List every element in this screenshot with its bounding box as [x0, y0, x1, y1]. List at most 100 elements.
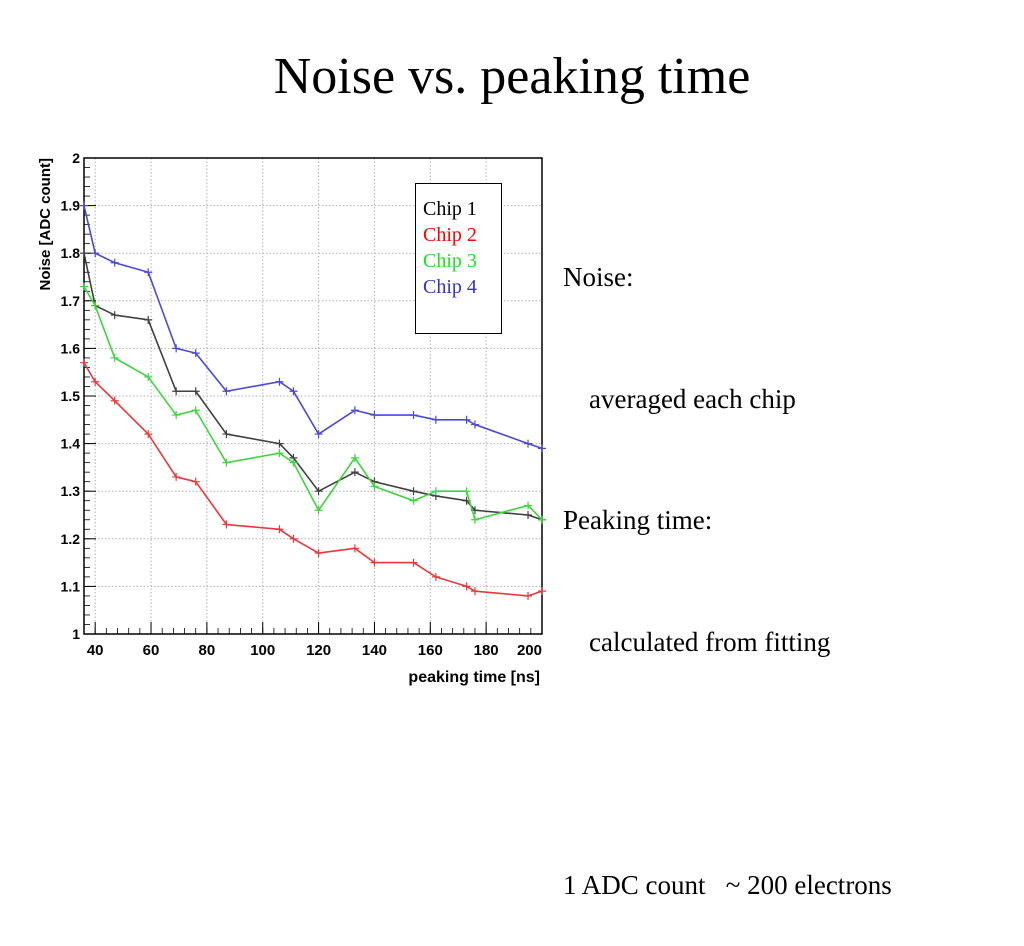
data-point — [370, 482, 379, 491]
data-point — [470, 515, 479, 524]
chart-legend: Chip 1 Chip 2 Chip 3 Chip 4 — [415, 183, 502, 334]
data-point — [222, 458, 231, 467]
series-line — [83, 286, 543, 521]
x-tick-label: 200 — [517, 642, 542, 659]
data-point — [409, 487, 418, 496]
data-point — [80, 201, 88, 210]
legend-entry: Chip 4 — [423, 276, 477, 298]
data-point — [409, 558, 418, 567]
data-point — [524, 439, 533, 448]
data-point — [80, 358, 88, 367]
data-point — [524, 501, 533, 510]
y-tick-label: 1 — [72, 626, 80, 642]
data-point — [538, 515, 546, 524]
data-point — [191, 387, 200, 396]
data-point — [350, 406, 359, 415]
data-point — [524, 511, 533, 519]
series-line — [83, 362, 543, 597]
data-point — [275, 439, 284, 448]
legend-entry: Chip 2 — [423, 224, 477, 246]
series-chip-4 — [80, 201, 546, 453]
y-tick-label: 2 — [72, 150, 80, 166]
y-tick-label: 1.2 — [61, 531, 81, 547]
data-point — [191, 349, 200, 358]
y-tick-label: 1.3 — [61, 483, 81, 499]
data-point — [350, 453, 359, 462]
y-tick-label: 1.4 — [61, 436, 81, 452]
x-tick-label: 140 — [362, 642, 387, 659]
data-point — [110, 396, 119, 405]
x-tick-label: 60 — [143, 642, 160, 659]
axis-ticks: 40 60 80 100 120 140 160 180 200 1 1.1 1.2 1.3 1.4 1.5… — [61, 150, 543, 659]
y-tick-label: 1.9 — [61, 198, 81, 214]
data-point — [222, 520, 231, 529]
data-point — [350, 468, 359, 477]
data-point — [222, 430, 231, 439]
data-point — [172, 472, 181, 481]
data-point — [314, 430, 323, 439]
legend-entry: Chip 3 — [423, 250, 477, 272]
data-point — [80, 282, 88, 291]
data-point — [470, 420, 479, 429]
noise-heading: Noise: — [563, 262, 634, 292]
x-tick-label: 180 — [474, 642, 499, 659]
data-point — [370, 411, 379, 420]
x-axis-label: peaking time [ns] — [408, 669, 540, 686]
data-point — [431, 572, 440, 581]
data-point — [350, 544, 359, 553]
data-point — [289, 458, 298, 467]
y-tick-label: 1.1 — [61, 578, 81, 594]
data-point — [462, 582, 471, 591]
series-chip-2 — [80, 358, 546, 600]
data-point — [144, 268, 153, 277]
data-point — [431, 415, 440, 424]
data-point — [80, 249, 88, 258]
data-point — [275, 449, 284, 458]
y-tick-label: 1.7 — [61, 293, 81, 309]
data-point — [275, 525, 284, 534]
series-line — [83, 253, 543, 521]
data-point — [172, 387, 181, 396]
legend-entry: Chip 1 — [423, 198, 477, 220]
slide-title: Noise vs. peaking time — [273, 48, 751, 105]
data-point — [538, 587, 546, 596]
data-point — [470, 587, 479, 596]
series-line — [83, 205, 543, 450]
data-point — [289, 534, 298, 543]
data-point — [275, 377, 284, 386]
chart-series — [80, 201, 546, 600]
data-point — [91, 249, 100, 258]
x-tick-label: 80 — [199, 642, 216, 659]
data-point — [462, 487, 471, 496]
data-point — [370, 558, 379, 567]
data-point — [144, 430, 153, 439]
data-point — [172, 344, 181, 353]
data-point — [314, 487, 323, 496]
peaking-heading: Peaking time: — [563, 505, 713, 535]
data-point — [462, 415, 471, 424]
y-axis-label: Noise [ADC count] — [37, 158, 54, 291]
notes-panel: Noise: averaged each chip Peaking time: … — [563, 176, 892, 946]
data-point — [110, 353, 119, 362]
data-point — [314, 549, 323, 558]
x-tick-label: 120 — [306, 642, 331, 659]
data-point — [91, 301, 100, 310]
data-point — [314, 506, 323, 515]
series-chip-3 — [80, 282, 546, 524]
x-tick-label: 160 — [418, 642, 443, 659]
noise-chart: 40 60 80 100 120 140 160 180 200 1 1.1 1.2 1.3 1.4 1.5… — [37, 150, 546, 686]
data-point — [222, 387, 231, 396]
data-point — [409, 496, 418, 505]
x-tick-label: 40 — [87, 642, 104, 659]
data-point — [91, 377, 100, 386]
noise-detail: averaged each chip — [589, 383, 796, 414]
data-point — [110, 258, 119, 267]
data-point — [289, 387, 298, 396]
conversion-note: 1 ADC count ~ 200 electrons — [563, 869, 892, 900]
data-point — [144, 315, 153, 324]
data-point — [409, 411, 418, 420]
blank-line — [563, 743, 892, 784]
data-point — [191, 406, 200, 415]
x-tick-label: 100 — [250, 642, 275, 659]
y-tick-label: 1.6 — [61, 340, 81, 356]
